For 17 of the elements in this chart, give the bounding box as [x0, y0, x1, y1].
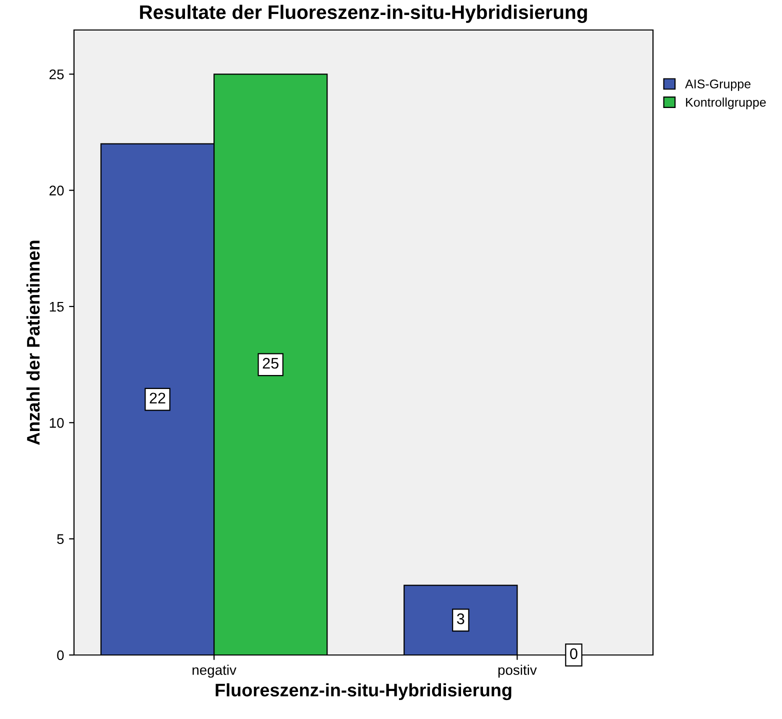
y-axis-title: Anzahl der Patientinnen	[26, 240, 40, 445]
y-tick-label: 10	[50, 418, 64, 428]
chart-title: Resultate der Fluoreszenz-in-situ-Hybridisierung	[140, 4, 587, 24]
y-tick-label: 15	[50, 302, 64, 312]
x-tick-label: positiv	[498, 664, 537, 678]
data-label: 22	[150, 392, 166, 404]
data-label: 3	[456, 613, 464, 624]
data-label: 25	[262, 358, 278, 369]
y-tick-label: 0	[57, 650, 64, 660]
legend-label: Kontrollgruppe	[686, 98, 766, 110]
x-tick-label: negativ	[192, 664, 236, 678]
data-label: 0	[570, 648, 578, 660]
y-tick-label: 20	[50, 186, 64, 196]
x-axis-title: Fluoreszenz-in-situ-Hybridisierung	[216, 683, 512, 700]
legend-label: AIS-Gruppe	[685, 80, 750, 91]
y-tick-label: 25	[50, 69, 64, 80]
y-tick-label: 5	[57, 534, 64, 544]
